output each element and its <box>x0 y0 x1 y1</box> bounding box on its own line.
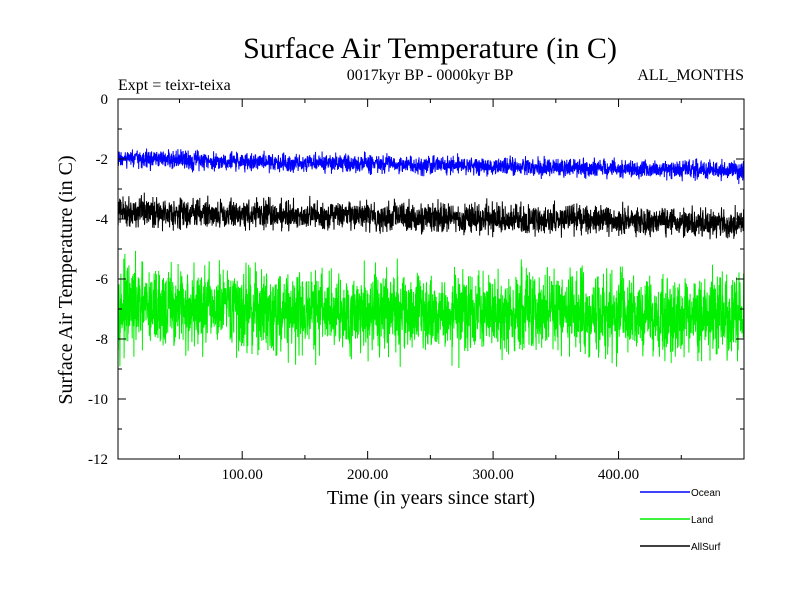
series-layer <box>117 148 745 369</box>
legend-label-land: Land <box>691 515 713 526</box>
legend-label-ocean: Ocean <box>691 488 720 499</box>
ticks-layer: 0 -2 -4 -6 -8 -10 -12 100.00 200.00 300.00 400.00 <box>88 92 744 483</box>
y-tick-label: -12 <box>88 452 108 468</box>
chart-title: Surface Air Temperature (in C) <box>243 32 617 65</box>
x-axis-label: Time (in years since start) <box>327 487 535 509</box>
months-label: ALL_MONTHS <box>637 67 744 84</box>
y-axis-label: Surface Air Temperature (in C) <box>55 155 77 404</box>
legend: Ocean Land AllSurf <box>640 488 721 553</box>
x-tick-label: 300.00 <box>472 467 513 483</box>
x-tick-label: 400.00 <box>598 467 639 483</box>
y-tick-label: 0 <box>101 92 109 108</box>
series-line-ocean <box>117 148 745 185</box>
x-tick-label: 200.00 <box>347 467 388 483</box>
series-line-land <box>117 250 745 369</box>
x-tick-label: 100.00 <box>222 467 263 483</box>
y-tick-label: -10 <box>88 392 108 408</box>
legend-label-allsurf: AllSurf <box>691 542 721 553</box>
series-line-allsurf <box>117 192 745 240</box>
y-tick-label: -2 <box>96 152 109 168</box>
y-tick-label: -6 <box>96 272 109 288</box>
y-tick-label: -8 <box>96 332 109 348</box>
chart-subtitle: 0017kyr BP - 0000kyr BP <box>347 67 514 84</box>
y-tick-label: -4 <box>96 212 109 228</box>
experiment-label: Expt = teixr-teixa <box>118 77 231 94</box>
